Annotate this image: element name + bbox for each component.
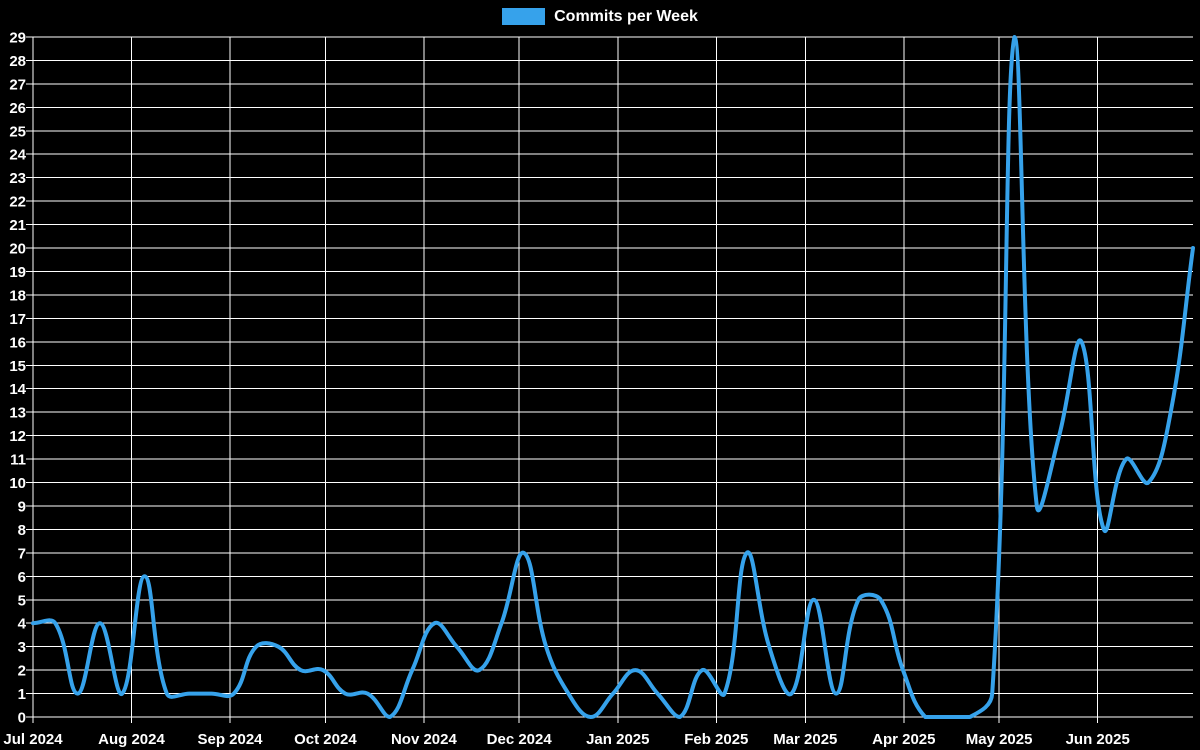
legend-label: Commits per Week — [554, 8, 698, 25]
x-tick-label: May 2025 — [966, 731, 1033, 748]
y-tick-label: 4 — [18, 616, 27, 633]
y-tick-label: 8 — [18, 522, 26, 539]
x-tick-label: Oct 2024 — [294, 731, 357, 748]
y-tick-label: 0 — [18, 710, 26, 727]
y-tick-label: 3 — [18, 639, 26, 656]
y-tick-label: 15 — [9, 358, 26, 375]
y-tick-label: 5 — [18, 592, 26, 609]
y-tick-label: 22 — [9, 194, 26, 211]
chart-legend[interactable]: Commits per Week — [0, 8, 1200, 25]
y-tick-label: 9 — [18, 499, 26, 516]
x-tick-label: Dec 2024 — [487, 731, 553, 748]
x-tick-label: Nov 2024 — [391, 731, 458, 748]
y-tick-label: 16 — [9, 334, 26, 351]
y-tick-label: 1 — [18, 686, 26, 703]
x-tick-label: Sep 2024 — [197, 731, 263, 748]
x-tick-label: Jul 2024 — [3, 731, 63, 748]
y-tick-label: 26 — [9, 100, 26, 117]
y-tick-label: 13 — [9, 405, 26, 422]
y-tick-label: 7 — [18, 545, 26, 562]
y-tick-label: 17 — [9, 311, 26, 328]
y-tick-label: 21 — [9, 217, 26, 234]
x-tick-label: Jan 2025 — [586, 731, 649, 748]
x-tick-label: Feb 2025 — [684, 731, 748, 748]
x-tick-label: Jun 2025 — [1066, 731, 1130, 748]
y-tick-label: 14 — [9, 381, 26, 398]
legend-swatch-icon — [502, 8, 546, 25]
y-tick-label: 28 — [9, 53, 26, 70]
y-tick-label: 2 — [18, 663, 26, 680]
y-tick-label: 12 — [9, 428, 26, 445]
y-tick-label: 23 — [9, 170, 26, 187]
y-tick-label: 29 — [9, 30, 26, 47]
y-tick-label: 24 — [9, 147, 26, 164]
y-tick-label: 27 — [9, 76, 26, 93]
y-tick-label: 20 — [9, 241, 26, 258]
y-tick-label: 18 — [9, 287, 26, 304]
y-tick-label: 11 — [10, 452, 26, 469]
y-tick-label: 25 — [9, 123, 26, 140]
x-tick-label: Aug 2024 — [98, 731, 165, 748]
commits-line-series — [31, 35, 1195, 720]
y-tick-label: 19 — [9, 264, 26, 281]
y-tick-label: 10 — [9, 475, 26, 492]
x-tick-label: Apr 2025 — [872, 731, 935, 748]
x-tick-label: Mar 2025 — [773, 731, 837, 748]
y-tick-label: 6 — [18, 569, 26, 586]
